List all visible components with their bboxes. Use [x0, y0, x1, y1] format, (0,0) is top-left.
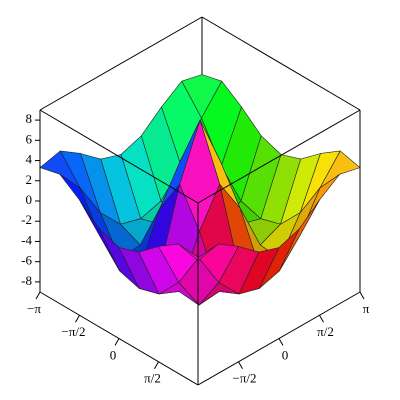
z-tick-label: 4 [26, 152, 33, 167]
z-tick-label: 6 [26, 131, 33, 146]
box-edge [201, 16, 361, 111]
box-edge [39, 109, 199, 204]
y-tick [278, 338, 284, 346]
z-tick-label: 2 [26, 172, 33, 187]
box-edge [197, 109, 361, 204]
y-tick [319, 315, 324, 323]
x-tick [35, 291, 41, 300]
z-tick-label: -8 [21, 273, 32, 288]
y-tick-label: −π/2 [232, 371, 256, 386]
z-tick-label: -4 [21, 232, 32, 247]
x-tick-label: −π/2 [61, 324, 85, 339]
x-tick-label: 0 [110, 347, 117, 362]
z-tick-label: 0 [26, 192, 33, 207]
x-tick [154, 361, 159, 369]
y-tick [359, 291, 365, 300]
y-tick-label: π/2 [317, 324, 334, 339]
x-tick-label: π/2 [144, 371, 161, 386]
x-tick [75, 315, 80, 323]
box-edge [39, 16, 203, 111]
x-tick [114, 338, 120, 346]
z-tick-label: 8 [26, 111, 33, 126]
z-tick-label: -2 [21, 212, 32, 227]
y-tick [238, 361, 243, 369]
y-tick-label: π [363, 301, 370, 316]
surface-patch [177, 243, 219, 261]
y-tick-label: 0 [282, 347, 289, 362]
z-tick-label: -6 [21, 253, 32, 268]
x-tick-label: −π [27, 301, 41, 316]
